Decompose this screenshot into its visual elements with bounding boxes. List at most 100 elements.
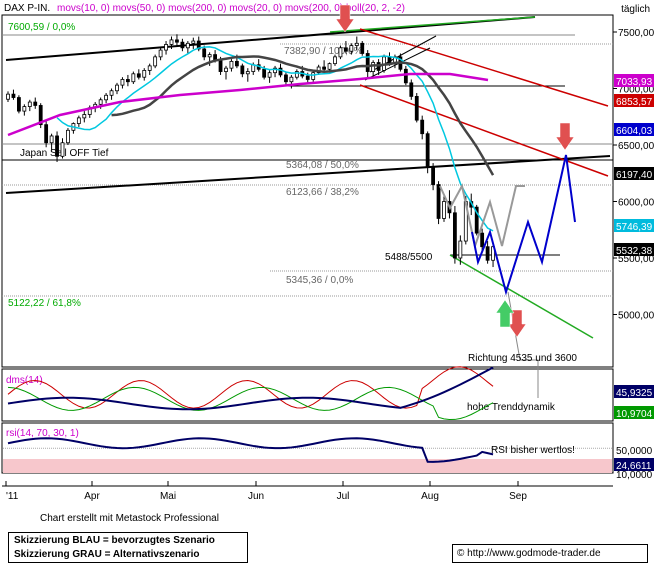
candle-body [49, 135, 54, 144]
price-tag-box [614, 123, 654, 136]
dms-plus-line [7, 366, 494, 409]
candle-body [273, 67, 277, 74]
target-down-arrow [555, 122, 575, 151]
candle-body [109, 90, 114, 96]
candle-body [153, 56, 158, 67]
candle-body [365, 53, 370, 72]
candle-body [360, 42, 365, 54]
dms-minus-line [7, 386, 494, 421]
y-tick-label: 5500,00 [618, 254, 655, 265]
y-tick-label: 7500,00 [618, 28, 655, 39]
candle-body [115, 84, 119, 92]
candle-body [431, 167, 436, 185]
price-tag-label: 6604,03 [616, 126, 653, 137]
candle-body [120, 79, 125, 86]
candle-body [218, 59, 223, 72]
candle-body [354, 42, 359, 46]
fib-label-100: 7382,90 / 100,0% [284, 46, 363, 57]
candle-body [44, 124, 49, 144]
candle-body [131, 73, 136, 83]
price-tag-label: 5532,38 [616, 246, 653, 257]
candle-body [158, 49, 163, 58]
x-tick-label: Jul [337, 491, 350, 502]
candle-body [185, 42, 190, 49]
candle-body [267, 72, 272, 78]
candle-body [458, 240, 463, 259]
candle-body [142, 70, 147, 78]
candle-body [234, 60, 239, 67]
source-link[interactable]: © http://www.godmode-trader.de [452, 544, 648, 563]
support-5488-label: 5488/5500 [385, 252, 433, 263]
price-tag-box [614, 243, 654, 256]
scenario-legend: Skizzierung BLAU = bevorzugtes Szenario … [8, 532, 248, 563]
fib-label-618: 5122,22 / 61,8% [8, 298, 81, 309]
candle-body [284, 74, 288, 83]
candle-body [338, 47, 343, 58]
y-tick-label: 6000,00 [618, 198, 655, 209]
candle-body [420, 119, 425, 135]
rsi-tick-50: 50,0000 [616, 446, 653, 457]
upper-trend-line-green [329, 16, 536, 33]
chart-credit: Chart erstellt mit Metastock Professiona… [40, 513, 219, 524]
candle-body [349, 45, 354, 52]
rsi-tick-10: 10,0000 [616, 470, 653, 481]
price-tag-box [614, 219, 654, 232]
candle-body [305, 75, 310, 80]
candle-body [202, 48, 207, 58]
candle-body [11, 93, 16, 98]
legend-blue-scenario: Skizzierung BLAU = bevorzugtes Szenario [14, 535, 215, 546]
price-tag-label: 7033,93 [616, 77, 653, 88]
candle-body [27, 101, 32, 107]
price-tag-label: 6197,40 [616, 170, 653, 181]
candle-body [240, 65, 245, 75]
candle-body [436, 184, 441, 219]
x-tick-label: Mai [160, 491, 176, 502]
candle-body [371, 62, 376, 72]
candle-body [16, 97, 21, 112]
dms-tag-box-high [614, 385, 654, 398]
candle-body [327, 63, 332, 70]
candle-body [452, 212, 457, 259]
rsi-title: rsi(14, 70, 30, 1) [6, 428, 79, 439]
wedge-line-lower [364, 47, 431, 81]
x-tick-label: Jun [248, 491, 264, 502]
candle-body [169, 39, 174, 45]
price-tag-label: 5746,39 [616, 222, 653, 233]
price-tag-box [614, 167, 654, 180]
candle-body [126, 79, 130, 83]
fib-label-0: 7600,59 / 0,0% [8, 22, 75, 33]
dms-tag-box-low [614, 406, 654, 419]
dms-panel-frame [1, 368, 614, 422]
price-tag-box [614, 94, 654, 107]
price-tag-label: 6853,57 [616, 97, 653, 108]
lower-trend-line [5, 155, 611, 194]
candle-body [196, 40, 201, 50]
candle-body [333, 56, 337, 65]
candle-body [22, 106, 27, 112]
y-tick-label: 7000,00 [618, 85, 655, 96]
legend-grey-scenario: Skizzierung GRAU = Alternativszenario [14, 549, 200, 560]
direction-annotation: Richtung 4535 und 3600 [468, 353, 577, 364]
x-tick-label: Aug [421, 491, 439, 502]
trend-dynamics-annotation: hohe Trenddynamik [467, 402, 556, 413]
candle-body [442, 201, 446, 219]
candle-body [425, 133, 430, 168]
candle-body [38, 105, 43, 126]
candle-body [224, 67, 228, 72]
candle-body [414, 96, 419, 121]
top-down-arrow [335, 4, 355, 33]
breakdown-down-arrow [507, 309, 527, 338]
indicator-list-label: movs(10, 0) movs(50, 0) movs(200, 0) mov… [57, 3, 405, 14]
y-tick-label: 6500,00 [618, 141, 655, 152]
timeframe-label: täglich [621, 4, 650, 15]
candle-body [343, 47, 348, 52]
rsi-annotation: RSI bisher wertlos! [491, 445, 575, 456]
candle-body [311, 72, 316, 80]
x-tick-label: Sep [509, 491, 527, 502]
dms-title: dms(14) [6, 375, 43, 386]
rsi-line [7, 437, 494, 463]
candle-body [294, 71, 299, 78]
y-tick-label: 5000,00 [618, 311, 655, 322]
candle-body [147, 65, 152, 71]
